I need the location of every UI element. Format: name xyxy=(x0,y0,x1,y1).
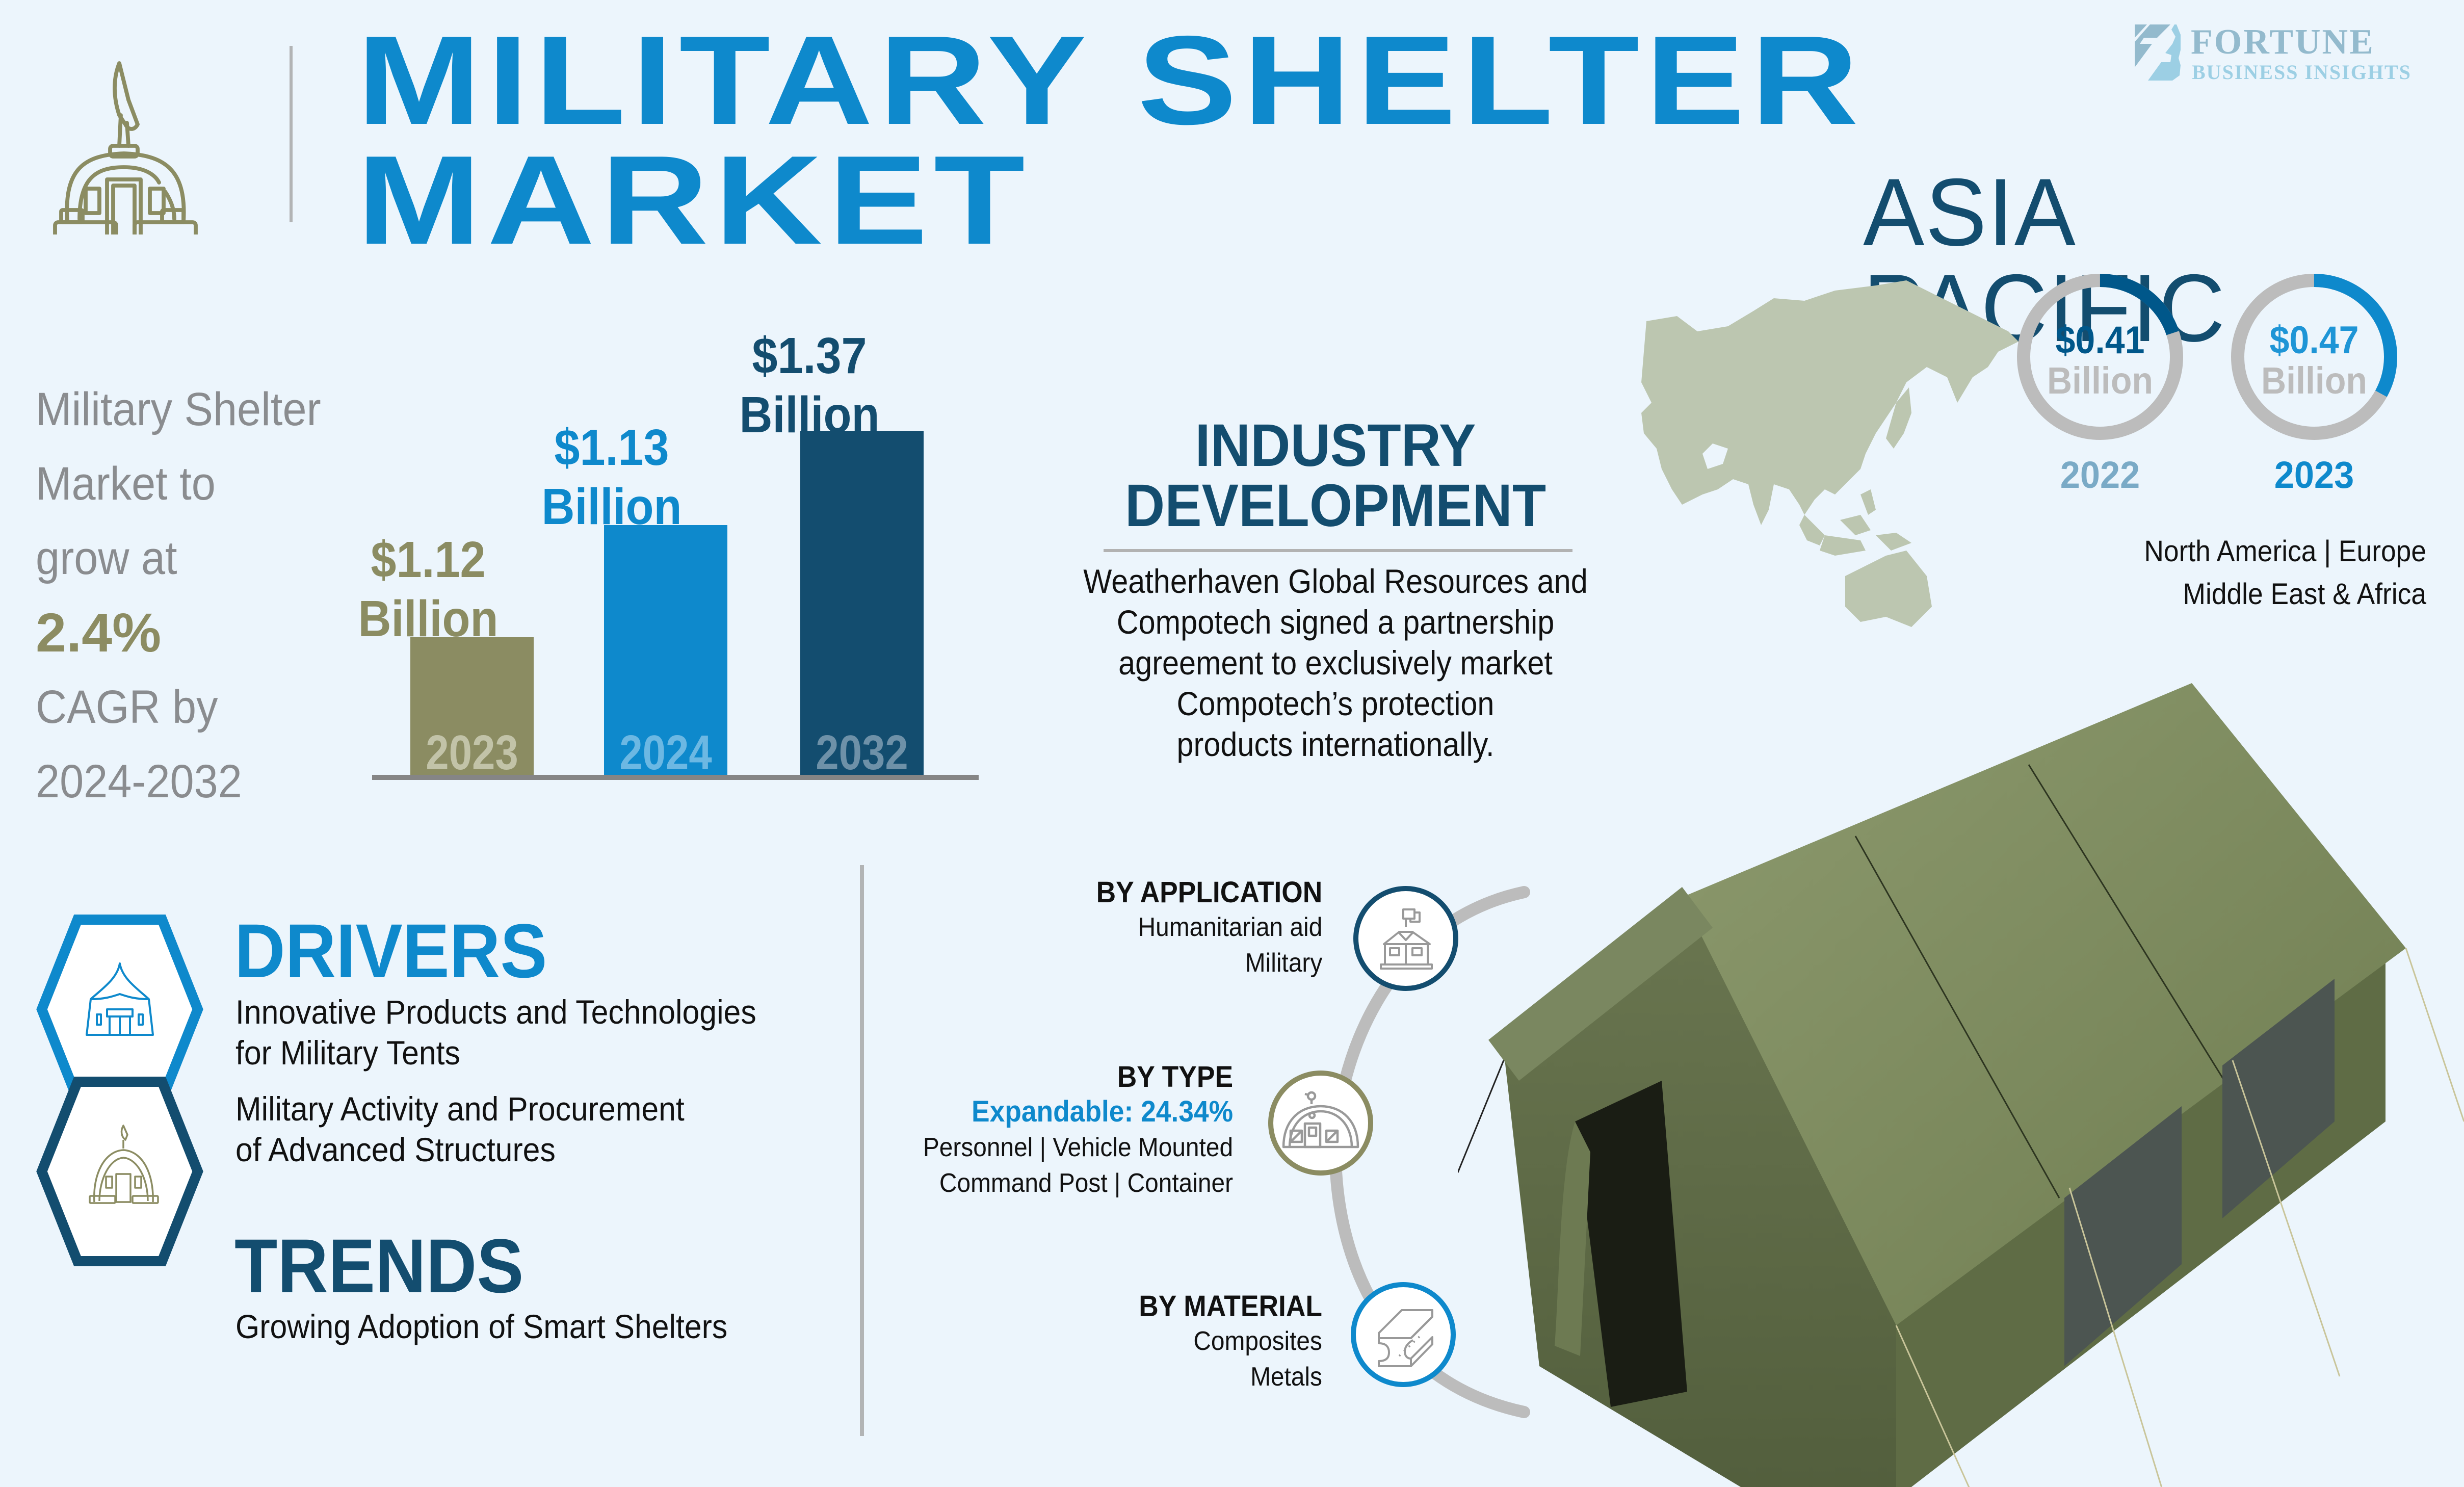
driver-item: Military Activity and Procurement of Adv… xyxy=(235,1090,685,1168)
segment-item: Military xyxy=(1245,948,1322,978)
military-tent-image xyxy=(1458,683,2464,1487)
material-icon-circle xyxy=(1351,1282,1456,1387)
asia-pacific-map-icon xyxy=(1641,280,2019,627)
material-segment: BY MATERIAL Composites Metals xyxy=(1123,1290,1322,1395)
header-divider xyxy=(290,46,293,222)
drivers-title: DRIVERS xyxy=(234,908,547,994)
bar-value-label: $1.13 Billion xyxy=(541,419,682,535)
cagr-value: 2.4% xyxy=(36,602,162,663)
segment-heading: BY MATERIAL xyxy=(1139,1290,1322,1323)
trend-item: Growing Adoption of Smart Shelters xyxy=(235,1308,728,1345)
section-divider xyxy=(860,865,864,1436)
growth-line: Military Shelter xyxy=(36,383,321,435)
segment-item: Command Post | Container xyxy=(939,1168,1233,1198)
market-size-bar-chart: $1.12 Billion 2023 $1.13 Billion 2024 $1.3… xyxy=(358,316,979,800)
title-line-2: MARKET xyxy=(357,129,1031,271)
ring-year: 2023 xyxy=(2274,454,2354,496)
ring-value: $0.41 xyxy=(2055,319,2145,362)
ring-unit: Billion xyxy=(2047,359,2154,402)
bar-2032: 2032 xyxy=(800,431,924,780)
camp-tent-flag-icon xyxy=(1380,908,1433,970)
bar-value-label: $1.12 Billion xyxy=(358,531,499,647)
market-ring-2022: $0.41 Billion xyxy=(2013,270,2187,444)
fb-logo-icon xyxy=(2135,24,2181,81)
application-icon-circle xyxy=(1353,886,1458,991)
growth-line: Market to xyxy=(36,458,216,510)
brand-name: FORTUNE xyxy=(2191,22,2375,62)
page-title: MILITARY SHELTER MARKET xyxy=(357,9,1865,271)
smart-shelter-icon xyxy=(89,1125,159,1204)
growth-period: 2024-2032 xyxy=(36,755,242,807)
segment-heading: BY APPLICATION xyxy=(1096,876,1322,909)
ring-year: 2022 xyxy=(2060,454,2140,496)
bar-year: 2023 xyxy=(426,725,518,780)
market-ring-2023: $0.47 Billion xyxy=(2227,270,2401,444)
brand-tagline: BUSINESS INSIGHTS xyxy=(2192,61,2411,84)
segment-item: Personnel | Vehicle Mounted xyxy=(923,1133,1233,1162)
ring-value: $0.47 xyxy=(2269,319,2359,362)
dome-shelter-icon xyxy=(53,61,198,234)
application-segment: BY APPLICATION Humanitarian aid Military xyxy=(1077,876,1322,981)
segment-item: Composites xyxy=(1193,1326,1322,1356)
bar-year: 2032 xyxy=(816,725,908,780)
trends-title: TRENDS xyxy=(234,1223,524,1309)
bar-2023: 2023 xyxy=(410,637,534,780)
tent-icon xyxy=(86,962,154,1036)
driver-item: Innovative Products and Technologies for… xyxy=(235,993,756,1072)
chart-baseline xyxy=(372,775,979,780)
growth-line: grow at xyxy=(36,532,177,584)
ring-unit: Billion xyxy=(2261,359,2368,402)
bar-value-label: $1.37 Billion xyxy=(739,327,880,444)
segment-highlight: Expandable: 24.34% xyxy=(971,1095,1233,1128)
donut-2023-icon xyxy=(2231,274,2397,440)
type-segment: BY TYPE Expandable: 24.34% Personnel | V… xyxy=(896,1060,1233,1201)
bar-2024: 2024 xyxy=(604,525,727,780)
other-regions: North America | Europe Middle East & Afr… xyxy=(2144,535,2426,611)
segment-item: Metals xyxy=(1250,1362,1322,1392)
title-line-1: MILITARY SHELTER xyxy=(357,9,1865,151)
quonset-hut-icon xyxy=(1282,1091,1359,1149)
growth-summary: Military Shelter Market to grow at 2.4% … xyxy=(36,372,392,819)
segment-item: Humanitarian aid xyxy=(1138,912,1322,942)
segment-heading: BY TYPE xyxy=(1117,1060,1233,1093)
donut-2022-icon xyxy=(2017,274,2183,440)
brand-logo: FORTUNE BUSINESS INSIGHTS xyxy=(2135,24,2446,86)
trends-hex-badge xyxy=(36,1077,203,1266)
type-icon-circle xyxy=(1268,1071,1373,1176)
steel-i-beam-icon xyxy=(1378,1309,1433,1367)
bar-year: 2024 xyxy=(619,725,712,780)
growth-line: CAGR by xyxy=(36,681,218,733)
industry-development-text: Weatherhaven Global Resources and Compot… xyxy=(1083,562,1588,763)
industry-development-title: INDUSTRY DEVELOPMENT xyxy=(1124,412,1546,539)
industry-divider xyxy=(1104,549,1572,552)
